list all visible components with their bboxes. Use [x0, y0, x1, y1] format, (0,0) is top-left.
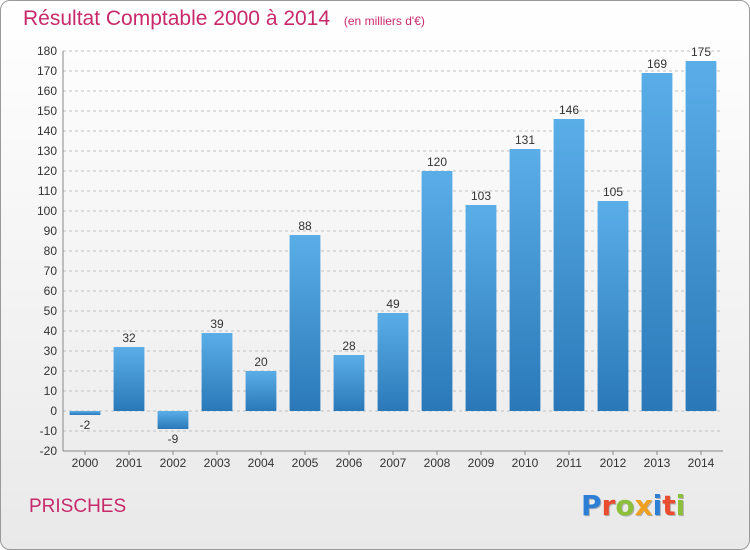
y-tick-label: 30	[44, 344, 58, 358]
bar-2007	[377, 313, 409, 411]
logo-letter: x	[634, 489, 653, 522]
x-tick-label-2013: 2013	[644, 456, 671, 470]
bar-2012	[597, 201, 629, 411]
value-label-2000: -2	[80, 418, 91, 432]
value-label-2005: 88	[298, 219, 312, 233]
logo-letter: P	[581, 489, 602, 522]
x-tick-label-2006: 2006	[336, 456, 363, 470]
bar-2001	[113, 347, 145, 411]
bar-2011	[553, 119, 585, 411]
y-tick-label: 150	[37, 104, 57, 118]
y-tick-label: 60	[44, 284, 58, 298]
y-tick-label: 20	[44, 364, 58, 378]
x-tick-label-2009: 2009	[468, 456, 495, 470]
y-tick-label: -10	[40, 424, 58, 438]
x-tick-label-2012: 2012	[600, 456, 627, 470]
bar-2005	[289, 235, 321, 411]
x-tick-label-2014: 2014	[688, 456, 715, 470]
y-tick-label: -20	[40, 444, 58, 458]
y-tick-label: 50	[44, 304, 58, 318]
y-tick-label: 40	[44, 324, 58, 338]
value-label-2010: 131	[515, 133, 535, 147]
logo-letter: o	[615, 489, 635, 522]
x-tick-label-2007: 2007	[380, 456, 407, 470]
value-label-2006: 28	[342, 339, 356, 353]
y-tick-label: 110	[38, 184, 57, 198]
x-tick-label-2001: 2001	[116, 456, 143, 470]
x-tick-label-2005: 2005	[292, 456, 319, 470]
value-label-2009: 103	[471, 189, 491, 203]
y-tick-label: 170	[37, 64, 57, 78]
chart-title: Résultat Comptable 2000 à 2014 (en milli…	[23, 7, 425, 31]
bar-2006	[333, 355, 365, 411]
bar-2010	[509, 149, 541, 411]
x-tick-label-2000: 2000	[72, 456, 99, 470]
proxiti-logo: Proxiti	[581, 489, 685, 522]
x-tick-label-2010: 2010	[512, 456, 539, 470]
y-tick-label: 120	[37, 164, 57, 178]
bar-2013	[641, 73, 673, 411]
y-tick-label: 70	[44, 264, 58, 278]
y-tick-label: 100	[37, 204, 57, 218]
x-tick-label-2011: 2011	[556, 456, 582, 470]
value-label-2008: 120	[427, 155, 447, 169]
bar-2004	[245, 371, 277, 411]
value-label-2003: 39	[210, 317, 224, 331]
value-label-2013: 169	[647, 57, 667, 71]
y-tick-label: 0	[50, 404, 57, 418]
y-tick-label: 180	[37, 44, 57, 58]
y-tick-label: 130	[37, 144, 57, 158]
place-name: PRISCHES	[29, 496, 127, 517]
logo-letter: i	[652, 489, 663, 522]
x-tick-label-2003: 2003	[204, 456, 231, 470]
value-label-2002: -9	[168, 432, 179, 446]
y-tick-label: 140	[37, 124, 57, 138]
logo-letter: r	[601, 489, 616, 522]
x-tick-label-2002: 2002	[160, 456, 187, 470]
value-label-2014: 175	[691, 45, 711, 59]
logo-letter: i	[675, 489, 686, 522]
x-tick-label-2004: 2004	[248, 456, 275, 470]
bar-2002	[157, 411, 189, 429]
bar-2003	[201, 333, 233, 411]
chart-unit-note: (en milliers d'€)	[343, 14, 425, 28]
value-label-2004: 20	[254, 355, 268, 369]
bar-2014	[685, 61, 717, 411]
bar-2009	[465, 205, 497, 411]
x-tick-label-2008: 2008	[424, 456, 451, 470]
bar-2000	[69, 411, 101, 415]
y-tick-label: 90	[44, 224, 58, 238]
value-label-2001: 32	[122, 331, 136, 345]
y-tick-label: 160	[37, 84, 57, 98]
bar-2008	[421, 171, 453, 411]
value-label-2011: 146	[559, 103, 579, 117]
value-label-2012: 105	[603, 185, 623, 199]
y-tick-label: 10	[44, 384, 58, 398]
logo-letter: t	[662, 489, 676, 522]
value-label-2007: 49	[386, 297, 400, 311]
y-tick-label: 80	[44, 244, 58, 258]
chart-title-text: Résultat Comptable 2000 à 2014	[23, 7, 331, 30]
